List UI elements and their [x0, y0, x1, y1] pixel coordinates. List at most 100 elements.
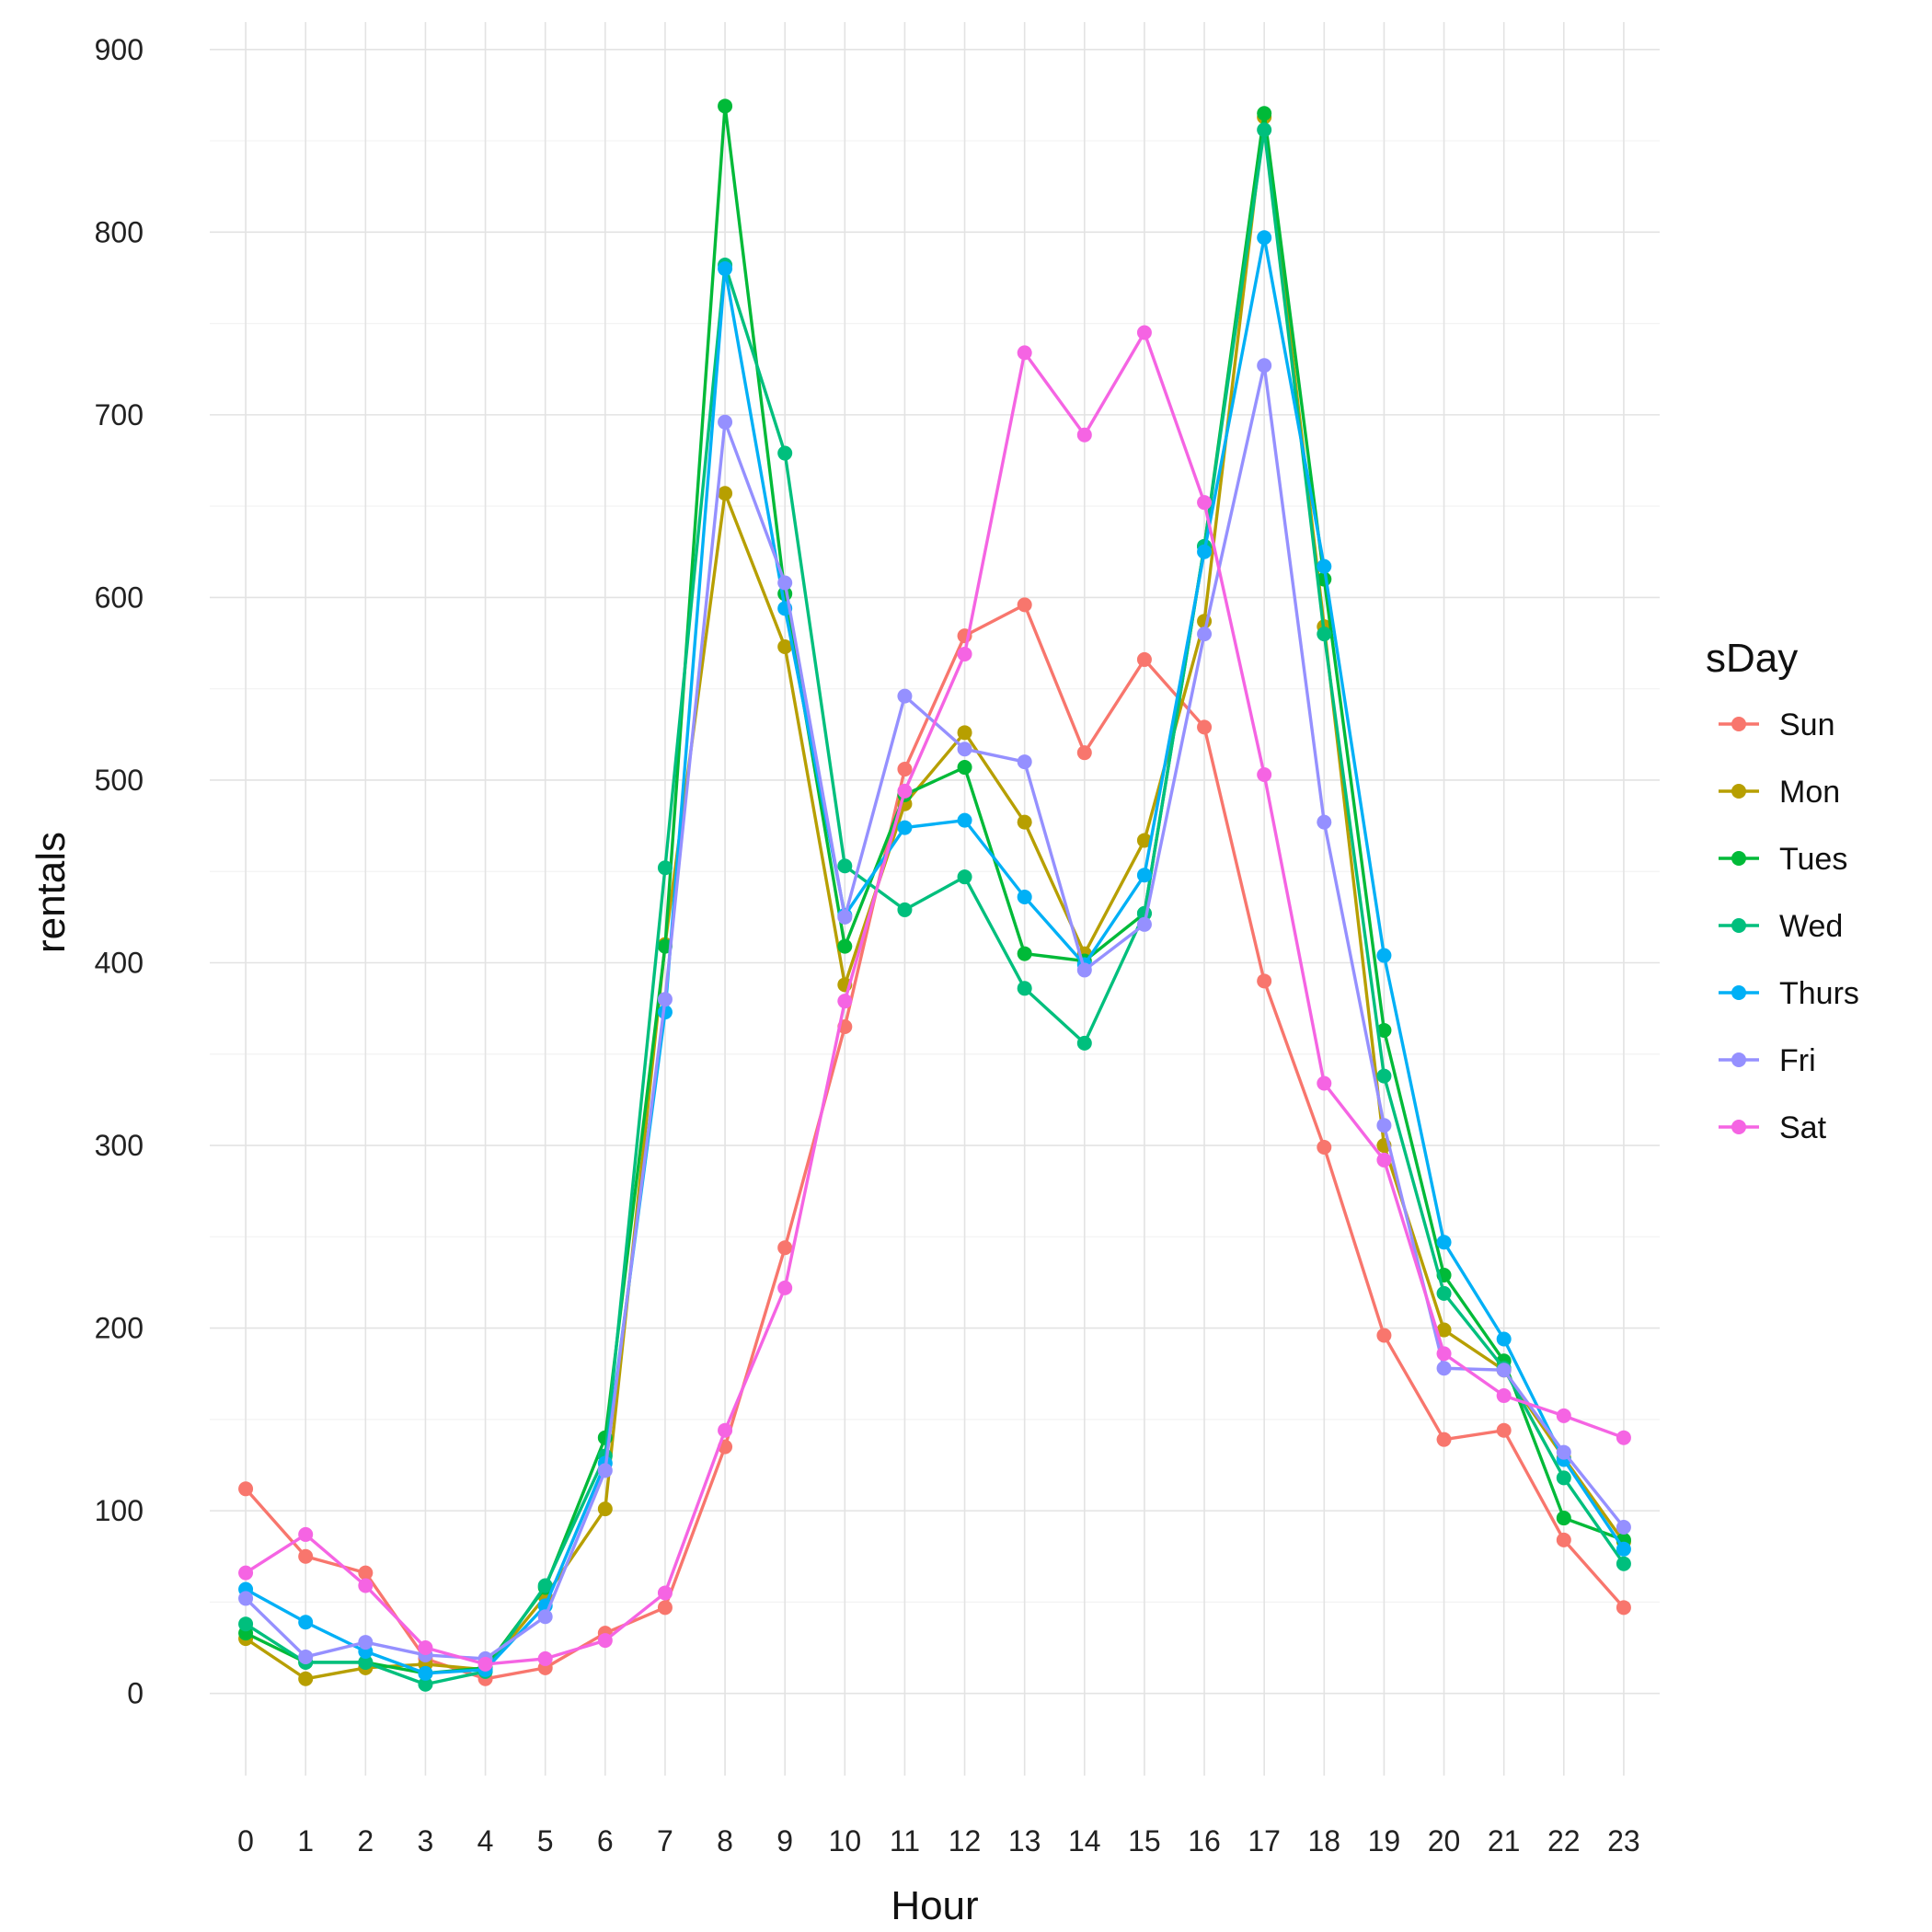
data-point-sat — [238, 1565, 254, 1581]
x-tick-label: 17 — [1248, 1824, 1281, 1857]
x-tick-label: 22 — [1547, 1824, 1581, 1857]
data-point-thurs — [1017, 890, 1032, 905]
y-tick-label: 0 — [127, 1677, 144, 1710]
x-tick-label: 20 — [1428, 1824, 1461, 1857]
legend-item-wed: Wed — [1719, 909, 1843, 944]
series-line-sun — [244, 603, 1626, 1681]
data-point-sat — [537, 1650, 553, 1666]
data-point-wed — [358, 1654, 374, 1670]
data-point-thurs — [1436, 1235, 1452, 1250]
x-tick-labels: 0 1 2 3 4 5 6 7 8 9 10 11 12 13 14 15 16 17 18 19 20 21 22 23 — [237, 1824, 1640, 1857]
y-tick-labels: 0 100 200 300 400 500 600 700 800 900 — [95, 33, 144, 1710]
data-point-fri — [718, 414, 733, 430]
data-point-wed — [1317, 627, 1332, 642]
x-tick-label: 2 — [357, 1824, 374, 1857]
x-tick-label: 12 — [949, 1824, 982, 1857]
data-point-thurs — [1257, 230, 1272, 246]
data-point-fri — [1136, 916, 1152, 932]
data-point-thurs — [657, 1005, 673, 1020]
legend-key-point — [1731, 985, 1746, 1000]
x-tick-label: 8 — [717, 1824, 733, 1857]
data-point-wed — [1017, 981, 1032, 996]
data-point-mon — [777, 639, 793, 655]
data-point-thurs — [418, 1665, 433, 1681]
data-point-fri — [657, 992, 673, 1007]
data-point-wed — [1436, 1285, 1452, 1301]
x-tick-label: 10 — [829, 1824, 862, 1857]
x-tick-label: 7 — [657, 1824, 673, 1857]
data-point-sun — [1496, 1422, 1512, 1438]
legend-label: Wed — [1779, 909, 1843, 944]
y-tick-label: 800 — [95, 215, 144, 248]
data-point-tues — [1257, 106, 1272, 121]
y-axis-title: rentals — [29, 832, 74, 953]
data-point-sat — [1317, 1075, 1332, 1091]
data-point-tues — [957, 760, 972, 776]
data-point-sat — [1616, 1430, 1631, 1445]
data-point-wed — [657, 860, 673, 876]
data-point-thurs — [1376, 948, 1392, 963]
y-tick-label: 500 — [95, 764, 144, 797]
data-point-tues — [718, 98, 733, 114]
data-point-sat — [957, 646, 972, 661]
data-point-sat — [358, 1578, 374, 1593]
data-point-sun — [657, 1600, 673, 1616]
data-point-sun — [1317, 1140, 1332, 1156]
y-tick-label: 200 — [95, 1312, 144, 1345]
data-point-thurs — [1317, 558, 1332, 574]
x-tick-label: 23 — [1607, 1824, 1640, 1857]
legend: sDay Sun Mon Tues Wed Thurs Fri Sat — [1706, 636, 1859, 1145]
data-point-mon — [298, 1671, 314, 1686]
data-point-thurs — [897, 820, 913, 835]
data-point-mon — [1436, 1322, 1452, 1338]
legend-label: Tues — [1779, 842, 1847, 877]
legend-key-point — [1731, 717, 1746, 731]
data-point-fri — [1616, 1519, 1631, 1535]
y-tick-label: 700 — [95, 398, 144, 431]
data-point-sat — [777, 1280, 793, 1295]
legend-key-point — [1731, 851, 1746, 866]
data-point-wed — [537, 1578, 553, 1593]
data-point-sat — [298, 1526, 314, 1542]
data-point-tues — [1376, 1022, 1392, 1038]
data-point-sat — [477, 1656, 493, 1672]
x-tick-label: 18 — [1308, 1824, 1341, 1857]
x-tick-label: 16 — [1188, 1824, 1221, 1857]
legend-key-point — [1731, 918, 1746, 933]
data-point-tues — [1017, 946, 1032, 961]
data-point-sun — [1436, 1432, 1452, 1447]
data-point-wed — [238, 1616, 254, 1632]
x-tick-label: 6 — [597, 1824, 614, 1857]
data-point-sat — [1017, 345, 1032, 361]
y-tick-label: 100 — [95, 1494, 144, 1527]
data-point-sat — [897, 783, 913, 799]
data-point-sat — [1496, 1388, 1512, 1404]
data-point-sun — [777, 1240, 793, 1256]
data-point-mon — [1136, 833, 1152, 848]
data-point-thurs — [298, 1615, 314, 1630]
data-point-wed — [1076, 1035, 1092, 1051]
data-point-fri — [238, 1591, 254, 1606]
x-tick-label: 4 — [477, 1824, 494, 1857]
data-point-thurs — [1616, 1541, 1631, 1557]
data-point-sun — [1376, 1328, 1392, 1343]
legend-key-point — [1731, 1120, 1746, 1134]
x-tick-label: 9 — [776, 1824, 793, 1857]
legend-item-sun: Sun — [1719, 707, 1835, 742]
legend-item-fri: Fri — [1719, 1043, 1816, 1078]
data-point-thurs — [1136, 868, 1152, 883]
series-line-wed — [245, 128, 1626, 1686]
data-point-wed — [837, 858, 853, 874]
x-tick-label: 15 — [1128, 1824, 1161, 1857]
data-point-sat — [1376, 1152, 1392, 1167]
data-point-sat — [1257, 766, 1272, 782]
y-tick-label: 300 — [95, 1129, 144, 1162]
data-point-wed — [1376, 1068, 1392, 1084]
data-point-fri — [1197, 627, 1213, 642]
legend-key-point — [1731, 1052, 1746, 1067]
data-point-fri — [1376, 1118, 1392, 1133]
data-point-sat — [657, 1585, 673, 1601]
data-point-wed — [1556, 1470, 1571, 1486]
data-point-sat — [1556, 1408, 1571, 1423]
